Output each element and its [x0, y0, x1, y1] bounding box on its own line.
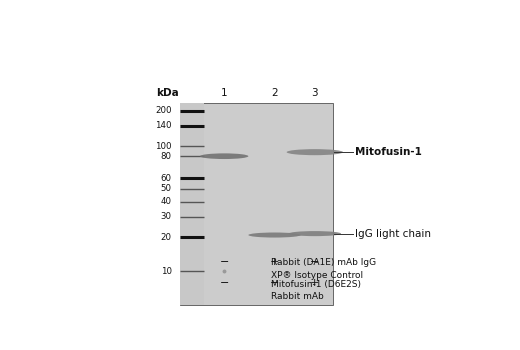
- Bar: [180, 103, 333, 305]
- Text: Rabbit (DA1E) mAb IgG: Rabbit (DA1E) mAb IgG: [270, 259, 375, 267]
- Ellipse shape: [289, 231, 341, 236]
- Text: −: −: [219, 278, 229, 288]
- Text: 40: 40: [161, 197, 172, 206]
- Ellipse shape: [200, 153, 249, 159]
- Text: 30: 30: [161, 212, 172, 221]
- Text: IgG light chain: IgG light chain: [355, 229, 431, 239]
- Text: +: +: [270, 257, 279, 267]
- Text: −: −: [310, 257, 320, 267]
- Text: kDa: kDa: [157, 88, 179, 98]
- Text: 3: 3: [311, 88, 318, 98]
- Text: 140: 140: [155, 121, 172, 131]
- Text: XP® Isotype Control: XP® Isotype Control: [270, 271, 362, 280]
- Ellipse shape: [287, 149, 343, 155]
- Text: Mitofusin-1: Mitofusin-1: [355, 147, 422, 157]
- Ellipse shape: [249, 232, 301, 238]
- Text: −: −: [219, 257, 229, 267]
- Text: 2: 2: [271, 88, 278, 98]
- Text: 100: 100: [155, 142, 172, 150]
- Text: 80: 80: [161, 152, 172, 161]
- Text: −: −: [270, 278, 279, 288]
- Text: 50: 50: [161, 184, 172, 193]
- Text: 60: 60: [161, 174, 172, 183]
- Text: Rabbit mAb: Rabbit mAb: [270, 292, 323, 301]
- Bar: [180, 103, 204, 305]
- Text: +: +: [310, 278, 320, 288]
- Text: 10: 10: [161, 267, 172, 276]
- Text: Mitofusin-1 (D6E2S): Mitofusin-1 (D6E2S): [270, 280, 360, 289]
- Text: 20: 20: [161, 232, 172, 241]
- Text: 200: 200: [155, 106, 172, 115]
- Text: 1: 1: [221, 88, 227, 98]
